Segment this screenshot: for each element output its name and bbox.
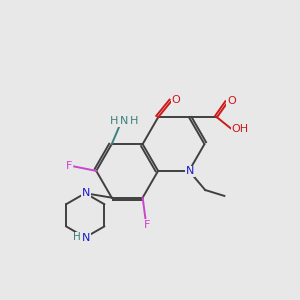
Text: N: N [82,188,90,198]
Text: F: F [144,220,150,230]
Text: O: O [227,96,236,106]
Text: H: H [130,116,138,126]
Text: N: N [185,167,194,176]
Text: H: H [110,116,118,126]
Text: OH: OH [231,124,248,134]
Text: H: H [73,232,81,242]
Text: O: O [171,95,180,105]
Text: N: N [82,233,90,243]
Text: F: F [66,161,72,172]
Text: N: N [120,116,128,126]
